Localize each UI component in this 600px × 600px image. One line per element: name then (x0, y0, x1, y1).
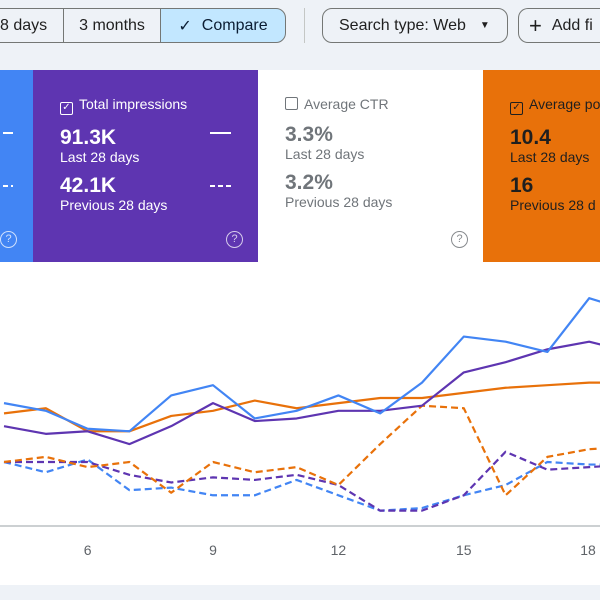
series-line-clicks-prev[interactable] (3, 458, 600, 512)
x-tick-label: 15 (456, 542, 472, 558)
range-28-label: 8 days (0, 16, 48, 34)
legend-solid-line (210, 132, 231, 134)
range-28-days-button[interactable]: 8 days (0, 8, 64, 43)
card-title: Average CTR (304, 96, 389, 112)
current-value: 3.3% (285, 123, 333, 146)
previous-label: Previous 28 days (285, 194, 393, 210)
compare-label: Compare (201, 16, 268, 34)
checkbox-unchecked-icon[interactable] (285, 97, 298, 110)
current-value: 10.4 (510, 126, 551, 149)
series-line-clicks[interactable] (3, 297, 600, 433)
check-icon: ✓ (178, 17, 192, 35)
compare-button[interactable]: ✓ Compare (160, 8, 286, 43)
x-tick-label: 12 (331, 542, 347, 558)
card-total-clicks[interactable]: ? (0, 70, 33, 262)
series-line-impressions-prev[interactable] (4, 450, 600, 512)
current-label: Last 28 days (60, 149, 140, 165)
performance-chart[interactable]: 6 9 12 15 18 (0, 262, 600, 585)
search-type-label: Search type: Web (339, 16, 466, 34)
previous-value: 42.1K (60, 174, 117, 197)
card-total-impressions[interactable]: ✓ Total impressions 91.3K Last 28 days 42… (33, 70, 258, 262)
legend-dashed-line (210, 185, 231, 187)
search-type-dropdown[interactable]: Search type: Web ▼ (322, 8, 508, 43)
series-line-position[interactable] (3, 381, 600, 433)
series-line-position-prev[interactable] (3, 404, 600, 497)
x-tick-label: 9 (209, 542, 217, 558)
checkbox-checked-icon[interactable]: ✓ (510, 102, 523, 115)
current-label: Last 28 days (285, 146, 365, 162)
legend-solid-line (3, 132, 13, 134)
series-line-impressions[interactable] (3, 340, 600, 446)
legend-dashed-line (3, 185, 13, 187)
add-filter-label: Add fi (551, 16, 593, 34)
help-icon[interactable]: ? (451, 231, 468, 248)
previous-label: Previous 28 d (510, 197, 596, 213)
previous-label: Previous 28 days (60, 197, 168, 213)
add-filter-button[interactable]: + Add fi (518, 8, 600, 43)
current-label: Last 28 days (510, 149, 590, 165)
x-tick-label: 6 (84, 542, 92, 558)
card-average-position[interactable]: ✓ Average po 10.4 Last 28 days 16 Previou… (483, 70, 600, 262)
help-icon[interactable]: ? (226, 231, 243, 248)
x-tick-label: 18 (580, 542, 596, 558)
previous-value: 16 (510, 174, 534, 197)
card-title: Total impressions (79, 96, 188, 112)
range-3m-label: 3 months (79, 16, 145, 34)
card-average-ctr[interactable]: Average CTR 3.3% Last 28 days 3.2% Previ… (258, 70, 483, 262)
help-icon[interactable]: ? (0, 231, 17, 248)
plus-icon: + (529, 12, 542, 38)
previous-value: 3.2% (285, 171, 333, 194)
current-value: 91.3K (60, 126, 117, 149)
range-3-months-button[interactable]: 3 months (63, 8, 161, 43)
caret-down-icon: ▼ (479, 20, 490, 31)
toolbar-divider (304, 8, 305, 43)
card-title: Average po (529, 96, 600, 112)
chart-svg: 6 9 12 15 18 (0, 297, 600, 558)
checkbox-checked-icon[interactable]: ✓ (60, 102, 73, 115)
